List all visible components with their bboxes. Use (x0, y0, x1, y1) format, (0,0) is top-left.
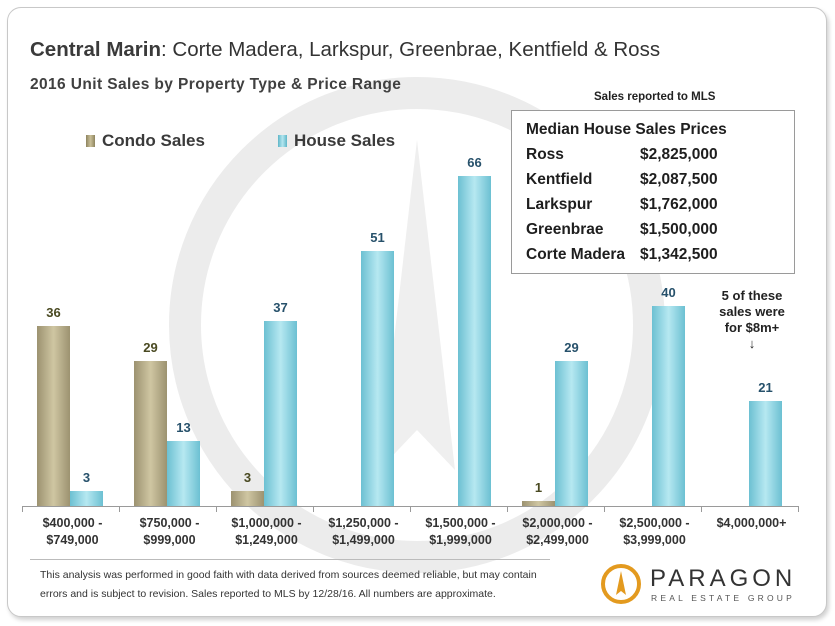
median-price: $1,500,000 (640, 221, 718, 238)
median-town: Kentfield (526, 171, 593, 188)
median-town: Corte Madera (526, 246, 626, 263)
high-end-annotation: 5 of these sales were for $8m+ ↓ (709, 288, 795, 352)
chart-title: Central Marin: Corte Madera, Larkspur, G… (30, 38, 660, 62)
median-prices-panel: Median House Sales Prices Ross $2,825,00… (511, 110, 795, 274)
house-data-label: 3 (83, 470, 90, 485)
house-data-label: 29 (564, 340, 578, 355)
x-tick-label: $1,000,000 - (231, 516, 301, 530)
house-data-label: 66 (467, 155, 481, 170)
x-tick-label: $3,999,000 (623, 533, 686, 547)
x-tick-label: $1,250,000 - (328, 516, 398, 530)
annotation-line: sales were (719, 304, 785, 319)
median-town: Larkspur (526, 196, 593, 213)
annotation-line: 5 of these (721, 288, 783, 303)
logo-tagline: REAL ESTATE GROUP (651, 593, 795, 603)
legend-house-label: House Sales (294, 131, 396, 150)
legend-house-swatch (278, 135, 287, 147)
x-tick-label: $4,000,000+ (717, 516, 787, 530)
house-data-label: 40 (661, 285, 675, 300)
x-tick-label: $2,500,000 - (619, 516, 689, 530)
x-tick-label: $1,249,000 (235, 533, 298, 547)
x-tick-label: $749,000 (46, 533, 98, 547)
condo-data-label: 3 (244, 470, 251, 485)
x-tick-label: $750,000 - (140, 516, 200, 530)
x-tick-label: $999,000 (143, 533, 195, 547)
disclaimer-line: This analysis was performed in good fait… (40, 569, 537, 581)
house-data-label: 37 (273, 300, 287, 315)
median-price: $1,762,000 (640, 196, 718, 213)
house-bar (749, 401, 782, 506)
house-bar (167, 441, 200, 506)
legend-condo-swatch (86, 135, 95, 147)
median-row: Larkspur $1,762,000 (526, 196, 718, 214)
logo-wordmark: PARAGON (650, 565, 797, 592)
house-bar (652, 306, 685, 506)
median-row: Corte Madera $1,342,500 (526, 246, 718, 264)
x-tick-label: $1,999,000 (429, 533, 492, 547)
median-price: $1,342,500 (640, 246, 718, 263)
condo-bar (522, 501, 555, 506)
house-bar (458, 176, 491, 506)
median-price: $2,825,000 (640, 146, 718, 163)
legend-condo-label: Condo Sales (102, 131, 205, 150)
footer-divider (30, 559, 550, 560)
mls-note: Sales reported to MLS (594, 91, 716, 103)
paragon-emblem-icon (601, 564, 641, 604)
condo-data-label: 1 (535, 480, 542, 495)
condo-data-label: 36 (46, 305, 60, 320)
title-locations: : Corte Madera, Larkspur, Greenbrae, Ken… (161, 38, 661, 61)
condo-bar (37, 326, 70, 506)
house-data-label: 13 (176, 420, 190, 435)
down-arrow-icon: ↓ (748, 336, 756, 351)
house-data-label: 21 (758, 380, 772, 395)
legend-house: House Sales (278, 131, 395, 151)
median-row: Ross $2,825,000 (526, 146, 718, 164)
median-row: Greenbrae $1,500,000 (526, 221, 718, 239)
x-tick-label: $1,499,000 (332, 533, 395, 547)
disclaimer-line: errors and is subject to revision. Sales… (40, 588, 496, 600)
x-tick-label: $2,499,000 (526, 533, 589, 547)
x-tick-label: $2,000,000 - (522, 516, 592, 530)
house-bar (70, 491, 103, 506)
paragon-logo: PARAGON REAL ESTATE GROUP (596, 563, 806, 605)
median-town: Greenbrae (526, 221, 604, 238)
title-prefix: Central Marin (30, 38, 161, 61)
median-prices-heading: Median House Sales Prices (526, 121, 727, 138)
house-bar (361, 251, 394, 506)
x-tick-label: $1,500,000 - (425, 516, 495, 530)
median-town: Ross (526, 146, 564, 163)
house-bar (264, 321, 297, 506)
chart-subtitle: 2016 Unit Sales by Property Type & Price… (30, 76, 402, 93)
condo-data-label: 29 (143, 340, 157, 355)
median-row: Kentfield $2,087,500 (526, 171, 718, 189)
annotation-line: for $8m+ (724, 320, 780, 335)
condo-bar (134, 361, 167, 506)
legend-condo: Condo Sales (86, 131, 205, 151)
house-bar (555, 361, 588, 506)
x-tick-label: $400,000 - (43, 516, 103, 530)
house-data-label: 51 (370, 230, 384, 245)
condo-bar (231, 491, 264, 506)
median-price: $2,087,500 (640, 171, 718, 188)
disclaimer: This analysis was performed in good fait… (40, 566, 570, 604)
